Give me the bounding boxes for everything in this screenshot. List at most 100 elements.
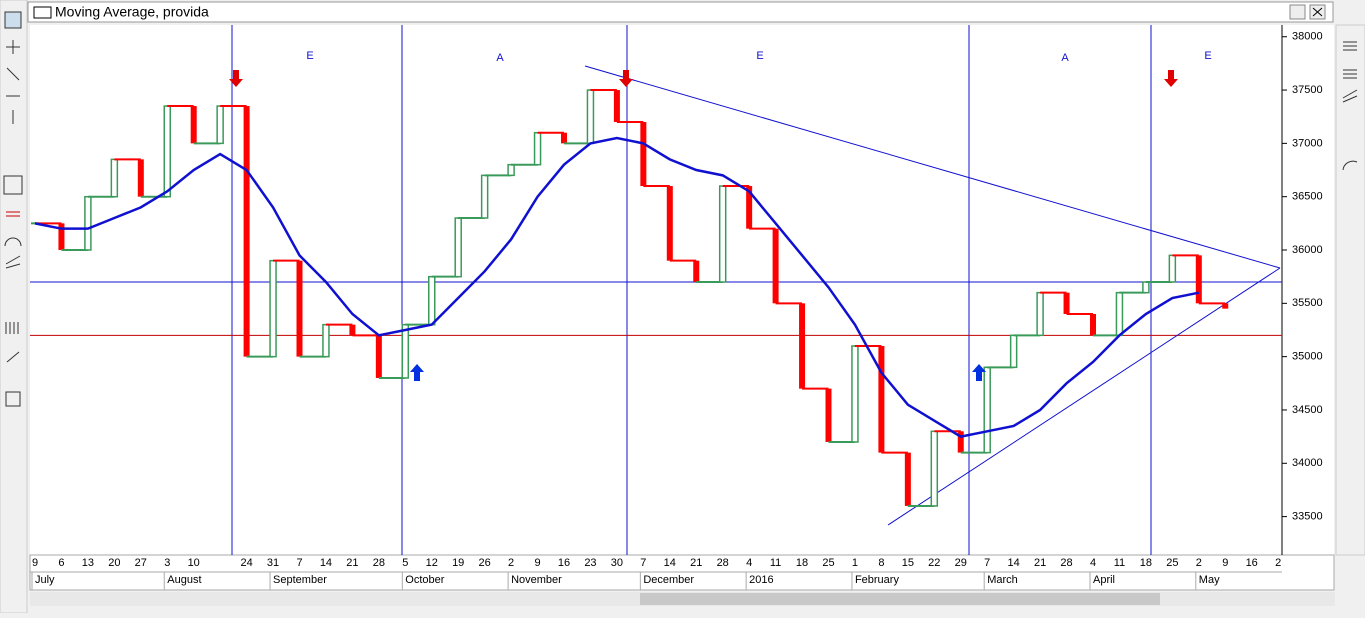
zoom-tool[interactable] bbox=[3, 175, 23, 195]
cycle-label: E bbox=[306, 50, 313, 62]
line-tool[interactable] bbox=[6, 67, 20, 81]
price-up bbox=[322, 323, 330, 358]
price-up bbox=[269, 259, 277, 358]
y-tick-label: 37500 bbox=[1292, 84, 1323, 96]
month-label: August bbox=[167, 574, 201, 586]
x-tick-label: 14 bbox=[320, 557, 332, 569]
pointer-tool[interactable] bbox=[4, 11, 22, 29]
price-up bbox=[110, 158, 119, 198]
price-down bbox=[349, 324, 356, 336]
sell-arrow bbox=[619, 70, 633, 87]
left-toolbar bbox=[0, 0, 28, 614]
ma-tool[interactable] bbox=[6, 211, 20, 217]
y-axis-area bbox=[1282, 25, 1334, 555]
price-down bbox=[1090, 313, 1096, 336]
x-tick-label: 28 bbox=[373, 557, 385, 569]
x-tick-label: 13 bbox=[82, 557, 94, 569]
price-down bbox=[561, 132, 567, 144]
title-bar bbox=[27, 1, 1334, 23]
sell-arrow bbox=[1164, 70, 1178, 87]
x-tick-label: 11 bbox=[1114, 557, 1125, 569]
trendline bbox=[584, 65, 1281, 269]
price-down bbox=[693, 260, 700, 283]
price-up bbox=[930, 430, 939, 507]
y-tick-label: 35000 bbox=[1292, 351, 1323, 363]
x-tick-label: 29 bbox=[955, 557, 967, 569]
month-label: November bbox=[511, 574, 562, 586]
price-down bbox=[243, 106, 250, 357]
price-up bbox=[507, 163, 515, 177]
price-down bbox=[957, 431, 964, 453]
x-tick-label: 9 bbox=[32, 557, 38, 569]
x-tick-label: 30 bbox=[611, 557, 623, 569]
y-tick-label: 36500 bbox=[1292, 191, 1323, 203]
y-tick-label: 34500 bbox=[1292, 404, 1323, 416]
arc-tool[interactable] bbox=[4, 237, 22, 247]
list-tool[interactable] bbox=[1343, 41, 1357, 51]
x-tick-label: 28 bbox=[1060, 557, 1072, 569]
price-up bbox=[428, 275, 436, 326]
scroll-thumb[interactable] bbox=[640, 593, 1160, 605]
x-tick-label: 4 bbox=[1090, 557, 1096, 569]
price-up bbox=[480, 174, 489, 219]
x-tick-label: 18 bbox=[796, 557, 808, 569]
grid-tool[interactable] bbox=[5, 391, 21, 407]
price-down bbox=[746, 186, 753, 229]
cycle-label: A bbox=[1061, 52, 1069, 64]
month-label: May bbox=[1199, 574, 1220, 586]
list-tool[interactable] bbox=[1343, 69, 1357, 79]
price-down bbox=[772, 228, 779, 304]
x-tick-label: 11 bbox=[770, 557, 781, 569]
x-tick-label: 4 bbox=[746, 557, 752, 569]
price-down bbox=[1063, 292, 1070, 314]
right-toolbar bbox=[1335, 24, 1365, 556]
x-tick-label: 8 bbox=[878, 557, 884, 569]
y-tick-label: 38000 bbox=[1292, 31, 1323, 43]
price-down bbox=[190, 106, 197, 144]
price-down bbox=[799, 303, 806, 389]
month-label: 2016 bbox=[749, 574, 773, 586]
price-down bbox=[904, 452, 911, 506]
price-up bbox=[163, 105, 171, 198]
x-tick-label: 26 bbox=[479, 557, 491, 569]
x-tick-label: 16 bbox=[1246, 557, 1258, 569]
x-tick-label: 25 bbox=[1166, 557, 1178, 569]
close-icon bbox=[1312, 7, 1323, 17]
fan-tool[interactable] bbox=[5, 255, 21, 269]
x-tick-label: 28 bbox=[717, 557, 729, 569]
y-tick-label: 33500 bbox=[1292, 511, 1323, 523]
buy-arrow bbox=[410, 364, 424, 381]
price-down bbox=[137, 159, 144, 197]
y-tick-label: 34000 bbox=[1292, 457, 1323, 469]
left-toolbar-icons bbox=[3, 11, 23, 407]
x-tick-label: 1 bbox=[852, 557, 858, 569]
month-label: October bbox=[405, 574, 444, 586]
x-tick-label: 20 bbox=[108, 557, 120, 569]
crosshair-tool[interactable] bbox=[6, 40, 20, 54]
window-icon bbox=[33, 6, 52, 19]
x-tick-label: 25 bbox=[822, 557, 834, 569]
price-down bbox=[375, 335, 382, 378]
x-tick-label: 19 bbox=[452, 557, 464, 569]
arc-tool[interactable] bbox=[1342, 160, 1358, 171]
moving-average bbox=[34, 136, 1200, 438]
price-up bbox=[718, 185, 727, 283]
x-tick-label: 7 bbox=[296, 557, 302, 569]
price-up bbox=[851, 345, 859, 443]
x-tick-label: 2 bbox=[1275, 557, 1281, 569]
window-title: Moving Average, provida bbox=[55, 4, 209, 20]
x-tick-label: 14 bbox=[664, 557, 676, 569]
y-tick-label: 35500 bbox=[1292, 297, 1323, 309]
x-tick-label: 15 bbox=[902, 557, 914, 569]
price-up bbox=[454, 217, 462, 278]
cycle-tool[interactable] bbox=[5, 322, 19, 334]
maximize-button[interactable] bbox=[1289, 4, 1306, 20]
trend-tool[interactable] bbox=[6, 351, 20, 363]
price-up bbox=[1142, 281, 1150, 294]
y-tick-label: 36000 bbox=[1292, 244, 1323, 256]
price-down bbox=[878, 345, 885, 453]
y-tick-label: 37000 bbox=[1292, 137, 1323, 149]
fan-tool[interactable] bbox=[1342, 89, 1358, 103]
price-up bbox=[586, 89, 595, 145]
